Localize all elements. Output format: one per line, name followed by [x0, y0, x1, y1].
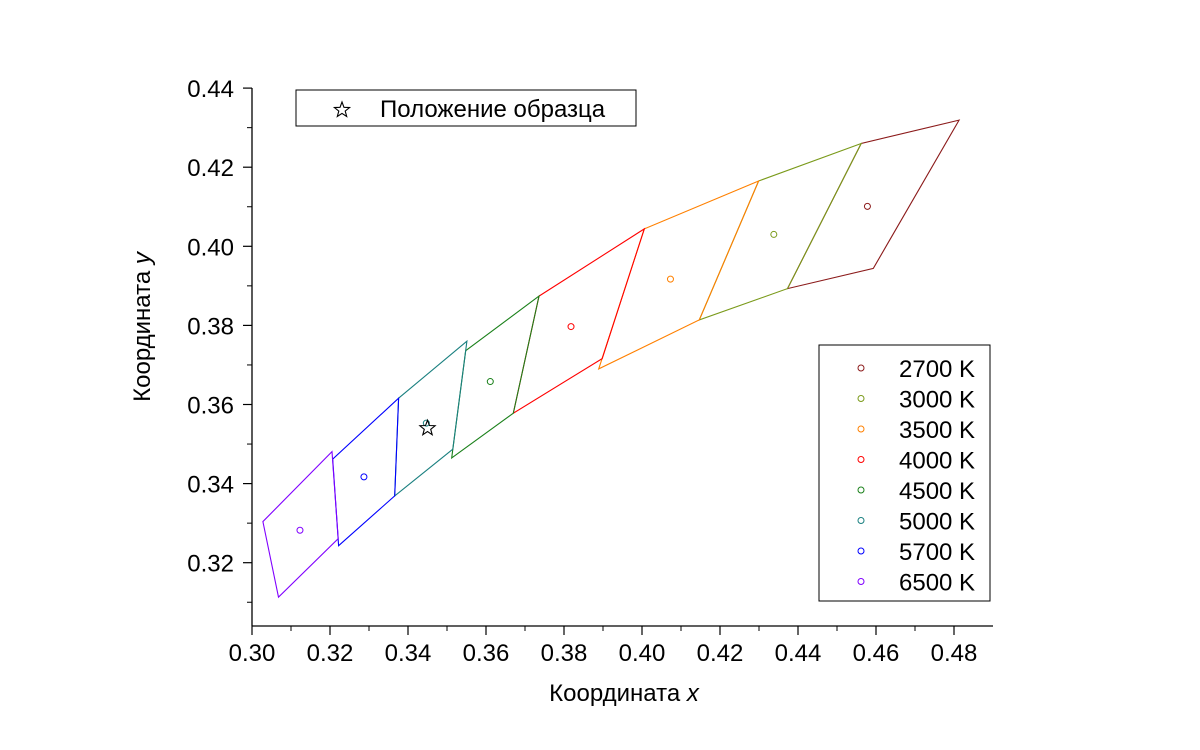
y-tick-label: 0.36: [187, 393, 234, 420]
legend-label: 5000 K: [899, 509, 975, 536]
center-point: [863, 202, 871, 210]
axes: 0.30 0.32 0.34 0.36 0.38 0.40 0.42 0.44 0.46 0.48…: [187, 76, 993, 667]
legend-label: 2700 K: [899, 356, 975, 383]
legend-marker: [857, 547, 865, 555]
y-tick-label: 0.34: [187, 472, 234, 499]
center-point: [486, 378, 494, 386]
ansi-quadrangle: [394, 339, 468, 498]
center-point: [770, 230, 778, 238]
series-legend: 2700 K 3000 K 3500 K 4000 K 4500 K 5000 K 5700…: [818, 344, 991, 602]
sample-star: [418, 418, 437, 436]
sample-legend-star-icon: [332, 100, 352, 118]
legend-marker: [857, 456, 865, 463]
ansi-quadrangle: [332, 396, 400, 547]
x-tick-label: 0.38: [541, 640, 588, 667]
y-axis-title: Координата y: [129, 250, 156, 402]
center-point: [567, 323, 575, 331]
legend-label: 6500 K: [899, 570, 975, 597]
legend-marker: [857, 517, 865, 524]
ansi-quadrangle: [786, 119, 961, 290]
ansi-quadrangle: [512, 227, 646, 415]
x-axis-title-text: Координата: [549, 680, 681, 707]
legend-marker: [857, 395, 865, 402]
x-tick-label: 0.36: [463, 640, 510, 667]
x-tick-label: 0.44: [775, 640, 822, 667]
ansi-quadrangle: [262, 450, 339, 599]
x-tick-label: 0.30: [229, 640, 276, 667]
center-point: [296, 526, 304, 534]
x-axis-title: Координата x: [549, 680, 700, 707]
legend-label: 3500 K: [899, 417, 975, 444]
legend-marker: [857, 578, 865, 585]
y-tick-label: 0.32: [187, 551, 234, 578]
legend-label: 4000 K: [899, 448, 975, 475]
y-tick-label: 0.44: [187, 76, 234, 103]
y-tick-label: 0.40: [187, 234, 234, 261]
legend-label: 3000 K: [899, 387, 975, 414]
legend-marker: [857, 364, 865, 372]
center-point: [422, 419, 430, 427]
y-tick-label: 0.42: [187, 155, 234, 182]
x-axis-title-var: x: [686, 680, 700, 707]
ansi-quadrangle: [698, 142, 863, 321]
x-tick-label: 0.40: [619, 640, 666, 667]
center-point: [666, 275, 674, 283]
y-axis-title-text: Координата: [129, 270, 156, 402]
legend-label: 4500 K: [899, 478, 975, 505]
y-tick-label: 0.38: [187, 313, 234, 340]
y-axis-title-var: y: [129, 250, 156, 266]
series-layer: [262, 119, 961, 599]
x-tick-label: 0.34: [385, 640, 432, 667]
legend-marker: [857, 425, 865, 433]
center-point: [360, 473, 368, 481]
legend-marker: [857, 486, 865, 494]
sample-legend: Положение образца: [295, 89, 637, 127]
ansi-quadrangle: [597, 179, 760, 370]
x-tick-label: 0.48: [931, 640, 978, 667]
legend-label: 5700 K: [899, 539, 975, 566]
x-tick-label: 0.42: [697, 640, 744, 667]
x-tick-label: 0.32: [307, 640, 354, 667]
ansi-quadrangle: [450, 294, 540, 460]
sample-legend-box: [295, 89, 637, 127]
sample-legend-label: Положение образца: [380, 96, 606, 123]
x-tick-label: 0.46: [853, 640, 900, 667]
series-legend-box: [818, 344, 991, 602]
